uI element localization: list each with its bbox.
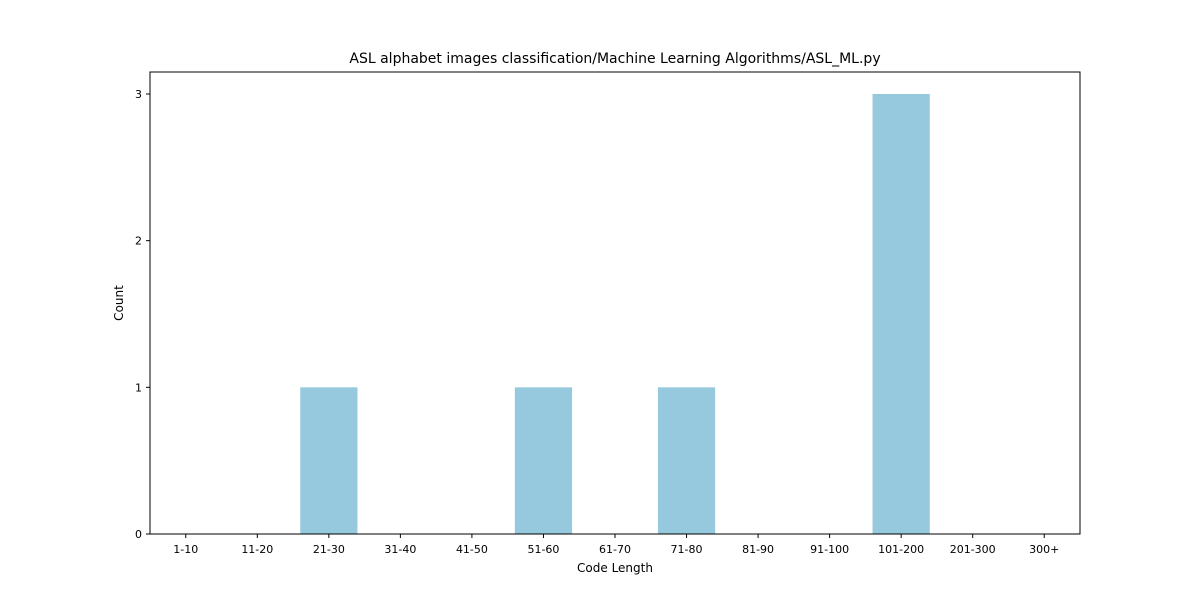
x-tick-label-51-60: 51-60 — [527, 543, 559, 556]
x-axis: 1-10 11-20 21-30 31-40 41-50 51-60 61-70 71-80 8… — [173, 534, 1059, 556]
x-tick-label-101-200: 101-200 — [878, 543, 924, 556]
x-tick-label-81-90: 81-90 — [742, 543, 774, 556]
y-tick-label-3: 3 — [135, 88, 142, 101]
x-tick-label-21-30: 21-30 — [313, 543, 345, 556]
chart-title: ASL alphabet images classification/Machi… — [349, 51, 880, 67]
bar-21-30 — [300, 387, 358, 534]
bar-71-80 — [657, 387, 716, 534]
y-tick-label-2: 2 — [135, 235, 142, 248]
x-tick-label-300: 300+ — [1029, 543, 1059, 556]
x-tick-label-201-300: 201-300 — [950, 543, 996, 556]
plot-frame — [149, 71, 1081, 535]
bars-group — [300, 94, 930, 534]
y-tick-label-1: 1 — [135, 381, 142, 394]
y-tick-label-0: 0 — [135, 528, 142, 541]
x-tick-label-11-20: 11-20 — [241, 543, 273, 556]
x-tick-label-61-70: 61-70 — [599, 543, 631, 556]
y-axis: 0 1 2 3 — [135, 88, 150, 541]
x-tick-label-91-100: 91-100 — [810, 543, 849, 556]
bar-51-60 — [514, 387, 573, 534]
x-tick-label-41-50: 41-50 — [456, 543, 488, 556]
x-axis-label: Code Length — [577, 561, 653, 575]
bar-101-200 — [872, 94, 930, 534]
x-tick-label-71-80: 71-80 — [671, 543, 703, 556]
x-tick-label-31-40: 31-40 — [384, 543, 416, 556]
x-tick-label-1-10: 1-10 — [173, 543, 198, 556]
y-axis-label: Count — [112, 285, 126, 321]
